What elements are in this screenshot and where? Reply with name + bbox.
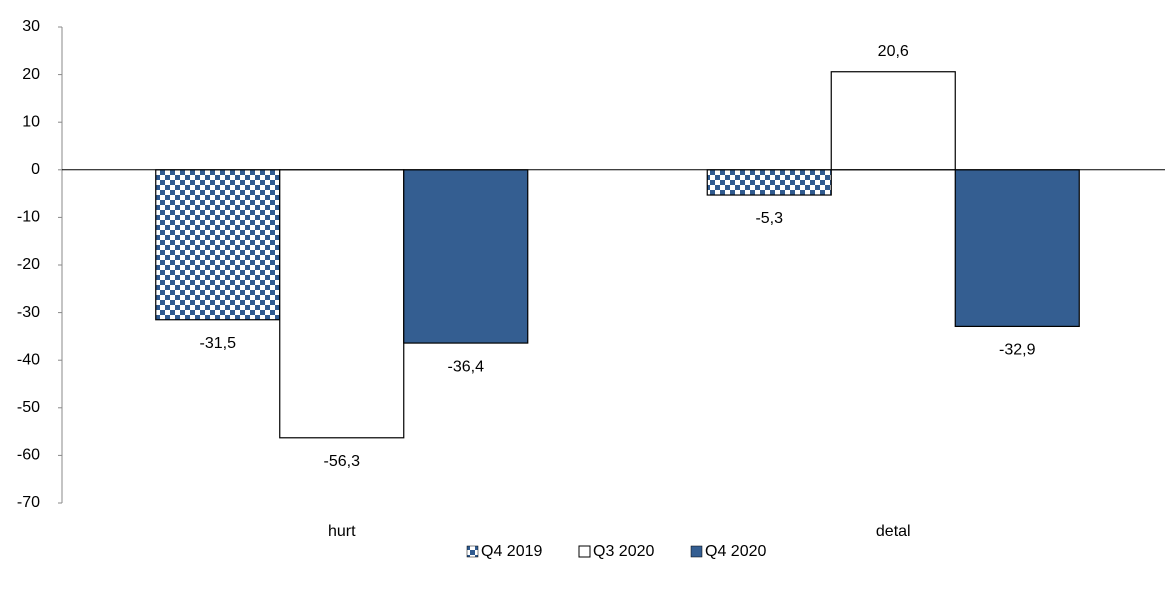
y-tick-label: 20 [22,66,40,83]
bar [706,169,832,196]
y-tick-label: 0 [31,161,40,178]
legend-swatch [466,545,479,558]
y-tick-label: -50 [17,399,40,416]
y-tick-label: -30 [17,304,40,321]
y-tick-label: -40 [17,351,40,368]
value-label: -31,5 [200,335,237,352]
legend-swatch [578,545,591,558]
bar [830,71,956,171]
y-tick-label: -20 [17,256,40,273]
y-tick-label: -60 [17,447,40,464]
bar [155,169,281,321]
y-tick-label: -10 [17,209,40,226]
value-label: -32,9 [999,342,1036,359]
value-label: -56,3 [324,453,361,470]
y-tick-label: -70 [17,494,40,511]
legend-swatch [690,545,703,558]
bar [954,169,1080,328]
y-tick-label: 10 [22,113,40,130]
bar [279,169,405,439]
value-label: -36,4 [448,358,485,375]
x-tick-label: detal [876,523,911,540]
legend-label: Q4 2020 [705,543,766,560]
legend-label: Q4 2019 [481,543,542,560]
value-label: 20,6 [878,43,909,60]
legend-label: Q3 2020 [593,543,654,560]
bar [403,169,529,344]
x-tick-label: hurt [328,523,356,540]
y-tick-label: 30 [22,18,40,35]
value-label: -5,3 [755,210,783,227]
